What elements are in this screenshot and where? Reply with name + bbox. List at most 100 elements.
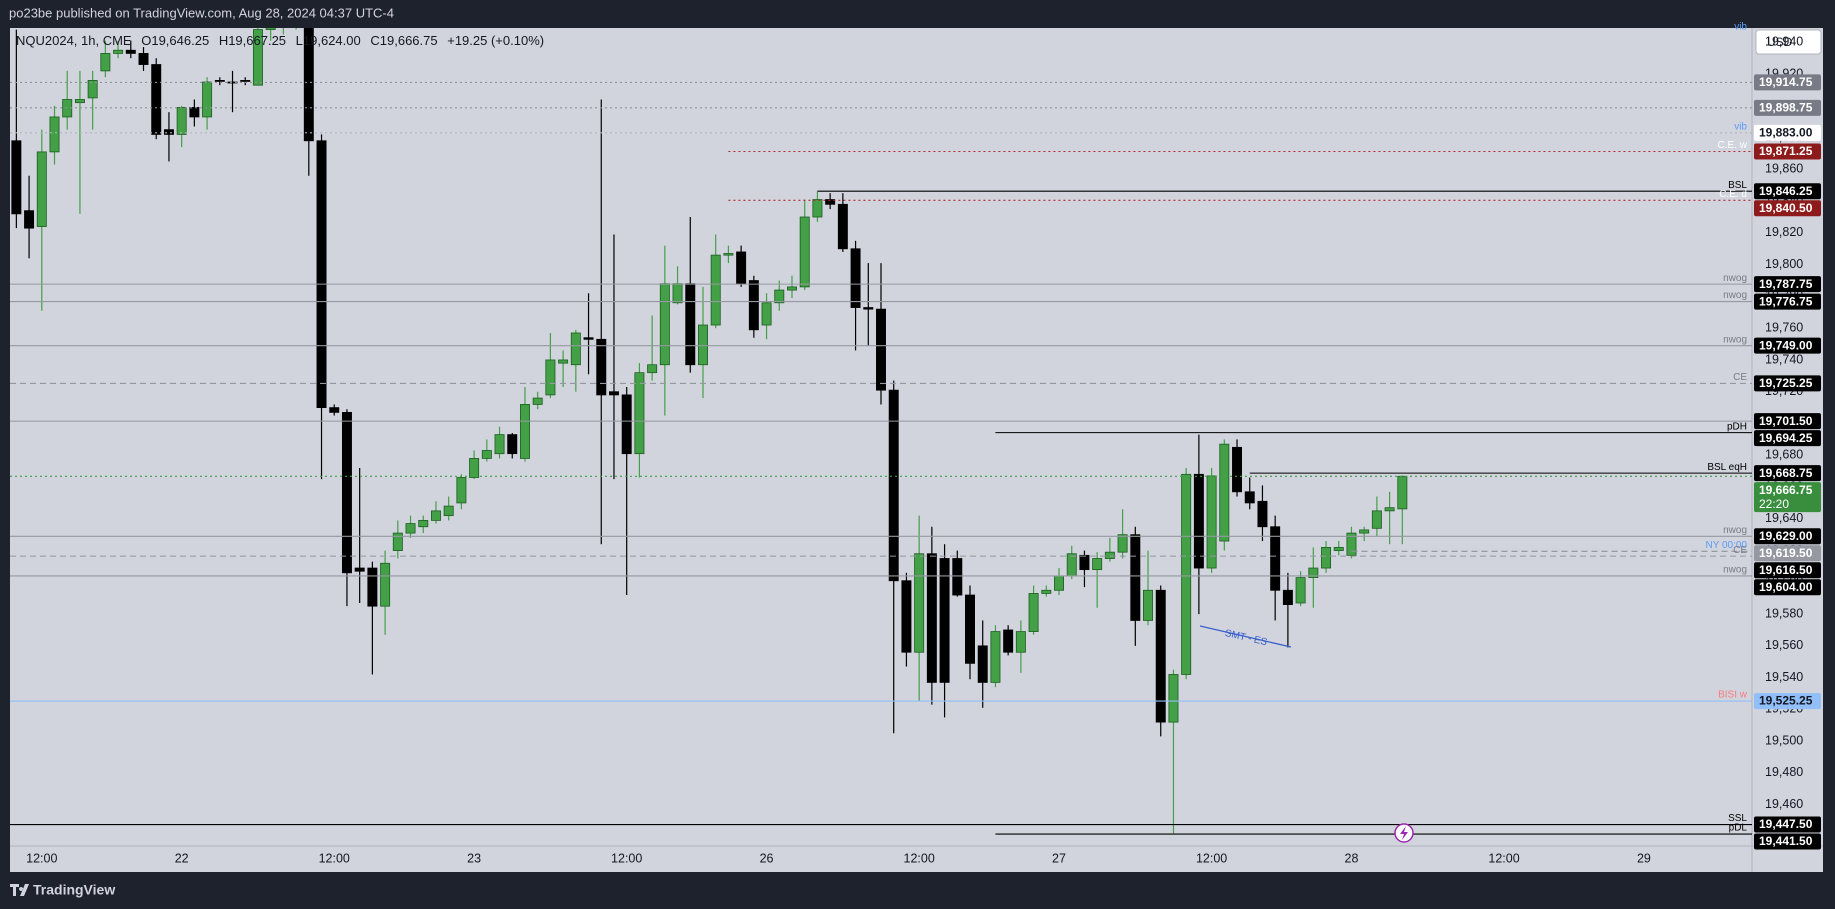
price-tag: [1754, 124, 1821, 141]
y-tick-label: 19,940: [1765, 35, 1803, 49]
level-name: BSL eqH: [1707, 462, 1747, 473]
candle-body: [1371, 510, 1382, 529]
x-tick-label: 26: [760, 851, 774, 865]
candle-body: [189, 107, 200, 118]
candle-body: [1333, 546, 1344, 551]
chart-background: [10, 28, 1823, 872]
candle-body: [723, 253, 734, 256]
footer-brand: TradingView: [33, 882, 115, 898]
legend-close: C19,666.75: [370, 33, 437, 48]
level-name: nwog: [1723, 290, 1747, 301]
candle-body: [1219, 443, 1230, 542]
legend-open: O19,646.25: [141, 33, 209, 48]
candle-body: [36, 151, 47, 227]
candle-body: [494, 434, 505, 455]
price-tag: [1754, 200, 1821, 217]
level-name: vib: [1734, 121, 1747, 132]
candle-body: [876, 308, 886, 391]
x-tick-label: 12:00: [904, 851, 935, 865]
level-name: vib: [1734, 21, 1747, 32]
level-name: CE: [1733, 372, 1747, 383]
level-name: BISI w: [1718, 690, 1748, 701]
candle-body: [926, 553, 937, 683]
price-tag: [1754, 562, 1821, 579]
price-tag-label: 19,898.75: [1759, 100, 1813, 114]
candle-body: [418, 519, 429, 528]
candle-body: [1193, 473, 1204, 569]
candle-body: [965, 594, 975, 664]
candle-body: [151, 64, 162, 135]
candle-body: [202, 81, 213, 118]
candle-body: [24, 210, 35, 229]
y-tick-label: 19,760: [1765, 320, 1803, 334]
y-tick-label: 19,820: [1765, 225, 1803, 239]
price-tag-label: 19,883.00: [1759, 126, 1813, 140]
price-tag-label: 19,701.50: [1759, 414, 1813, 428]
candle-body: [990, 631, 1001, 683]
candle-body: [1041, 589, 1052, 594]
candle-body: [100, 53, 111, 72]
candle-body: [163, 129, 174, 135]
level-name: SSL: [1728, 813, 1747, 824]
currency[interactable]: USD: [1767, 35, 1793, 49]
price-tag: [1754, 337, 1821, 354]
price-tag: [1754, 693, 1821, 710]
x-tick-label: 29: [1637, 851, 1651, 865]
price-tag: [1754, 74, 1821, 91]
y-tick-label: 19,800: [1765, 257, 1803, 271]
candle-body: [901, 580, 912, 653]
countdown: 22:20: [1759, 497, 1789, 511]
candle-body: [837, 203, 848, 250]
candle-body: [354, 567, 365, 572]
candle-body: [1295, 577, 1306, 604]
price-tag-label: 19,725.25: [1759, 376, 1813, 390]
price-tag: [1754, 528, 1821, 545]
candle-body: [1028, 593, 1039, 632]
alert-bolt[interactable]: [1400, 826, 1408, 840]
candle-body: [252, 29, 263, 86]
candle-body: [914, 553, 925, 653]
x-tick-label: 12:00: [1488, 851, 1519, 865]
candle-body: [812, 199, 823, 218]
candle-body: [1257, 500, 1268, 528]
price-tag: [1754, 816, 1821, 833]
price-tag-label: 19,776.75: [1759, 294, 1813, 308]
candle-body: [303, 28, 314, 142]
price-tag-label: 19,666.75: [1759, 483, 1813, 497]
candle-body: [939, 558, 950, 683]
candle-body: [329, 407, 340, 413]
candle-body: [1079, 554, 1090, 571]
x-tick-label: 12:00: [319, 851, 350, 865]
candle-body: [316, 140, 327, 409]
candle-body: [1206, 475, 1217, 569]
candle-body: [1308, 567, 1319, 578]
level-name: C.E. d: [1719, 189, 1747, 200]
currency-button[interactable]: [1755, 29, 1822, 55]
level-name: pDH: [1727, 421, 1747, 432]
y-tick-label: 19,480: [1765, 765, 1803, 779]
candle-body: [647, 364, 658, 374]
x-tick-label: 23: [467, 851, 481, 865]
alert-icon[interactable]: [1394, 823, 1414, 843]
candle-body: [748, 280, 759, 331]
legend-low: L19,624.00: [296, 33, 361, 48]
price-tag-label: 19,668.75: [1759, 466, 1813, 480]
price-tag-label: 19,871.25: [1759, 144, 1813, 158]
candle-body: [1359, 529, 1370, 534]
candle-body: [1003, 629, 1014, 653]
candle-body: [430, 510, 441, 521]
y-tick-label: 19,560: [1765, 638, 1803, 652]
candle-body: [507, 434, 518, 455]
candle-body: [583, 337, 594, 340]
candle-body: [1346, 532, 1357, 556]
candle-body: [1143, 589, 1153, 621]
level-name: BSL: [1728, 180, 1747, 191]
y-tick-label: 19,740: [1765, 352, 1803, 366]
candle-body: [519, 404, 530, 459]
price-tag-label: 19,846.25: [1759, 184, 1813, 198]
candle-body: [367, 567, 378, 607]
candle-body: [113, 49, 124, 54]
annotation-line: [1199, 625, 1292, 648]
